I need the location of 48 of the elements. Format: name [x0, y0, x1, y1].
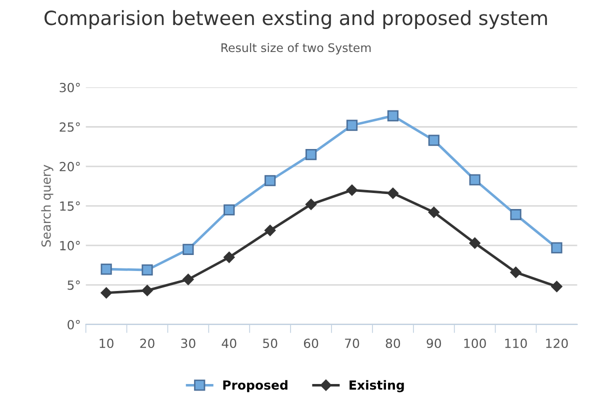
point: [428, 206, 440, 218]
point: [428, 134, 440, 146]
point: [182, 274, 194, 286]
point: [346, 184, 358, 196]
point: [469, 174, 480, 186]
x-tick-label: 60: [304, 338, 318, 348]
point: [142, 284, 153, 296]
x-tick-label: 40: [222, 338, 236, 348]
x-tick-label: 80: [386, 338, 400, 348]
y-tick-label: 0°: [68, 320, 80, 330]
legend-label: Existing: [350, 380, 404, 392]
point: [510, 266, 522, 278]
chart-subtitle: Result size of two System: [222, 43, 371, 54]
point: [142, 264, 153, 276]
x-tick-label: 120: [546, 338, 568, 348]
point: [346, 120, 358, 131]
x-tick-label: 10: [100, 338, 114, 348]
x-tick-label: 100: [464, 338, 486, 348]
x-tick-label: 110: [505, 338, 527, 348]
point: [264, 175, 276, 186]
legend-label: Proposed: [223, 380, 288, 392]
chart-title: Comparision between exsting and proposed system: [44, 10, 547, 30]
y-tick-label: 20°: [60, 162, 80, 172]
point: [224, 204, 235, 216]
y-tick-label: 10°: [60, 240, 80, 250]
point: [469, 237, 480, 249]
x-tick-label: 70: [345, 338, 360, 348]
x-tick-label: 30: [181, 338, 196, 348]
y-tick-label: 30°: [60, 82, 80, 92]
point: [387, 188, 399, 199]
x-tick-label: 90: [426, 338, 442, 348]
point: [100, 287, 112, 298]
point: [224, 252, 235, 263]
point: [551, 242, 562, 254]
point: [264, 224, 276, 236]
y-tick-label: 15°: [60, 201, 80, 211]
y-axis-title: Search query: [41, 164, 54, 247]
point: [100, 264, 112, 275]
point: [510, 209, 522, 220]
point: [551, 280, 562, 292]
y-tick-label: 25°: [60, 122, 80, 132]
point: [305, 198, 317, 210]
x-tick-label: 20: [140, 338, 154, 348]
point: [305, 148, 317, 160]
point: [387, 110, 398, 122]
y-tick-label: 5°: [68, 280, 80, 290]
point: [182, 244, 194, 255]
x-tick-label: 50: [263, 338, 278, 348]
